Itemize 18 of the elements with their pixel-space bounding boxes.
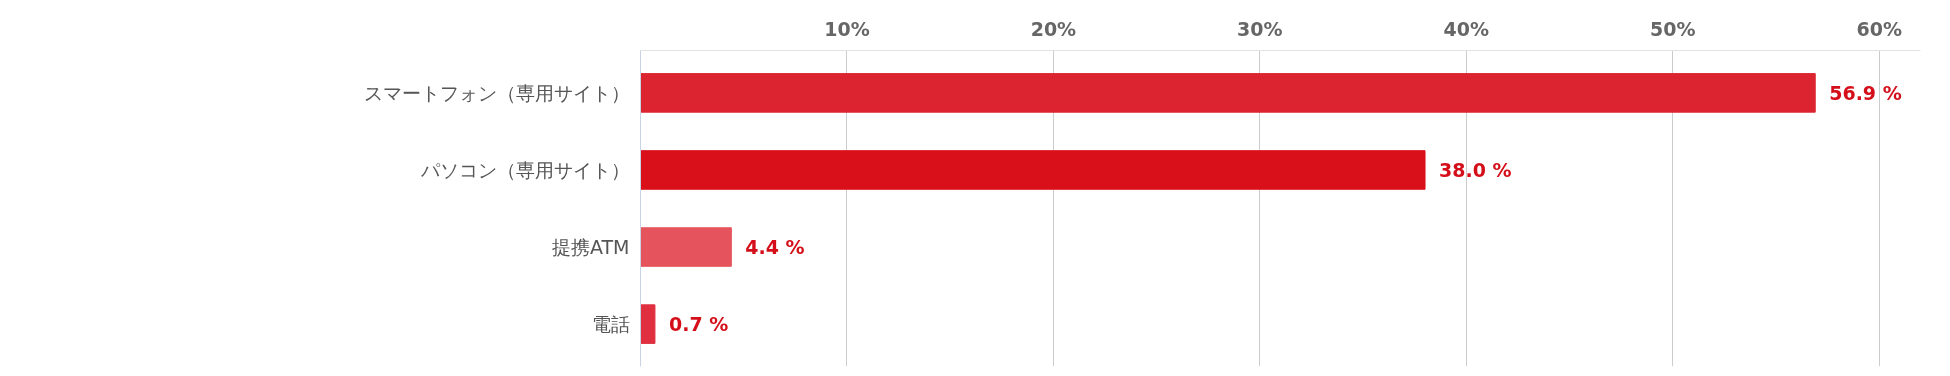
y-tick-label: 提携ATM [551,236,630,259]
bar [640,227,732,267]
data-label: 38.0 % [1439,158,1512,181]
x-tick-label: 30% [1237,17,1283,40]
y-tick-label: パソコン（専用サイト） [419,158,630,181]
data-label: 56.9 % [1829,81,1902,104]
x-tick-label: 20% [1030,17,1077,40]
bar [640,73,1816,113]
y-tick-label: スマートフォン（専用サイト） [363,81,630,104]
x-tick-label: 10% [824,17,870,40]
x-tick-label: 50% [1650,17,1696,40]
x-tick-label: 40% [1443,17,1490,40]
data-label: 0.7 % [668,313,729,336]
bar [640,304,656,344]
bar [640,150,1426,190]
x-tick-label: 60% [1856,17,1902,40]
data-label: 4.4 % [745,236,805,259]
y-tick-label: 電話 [591,313,630,336]
